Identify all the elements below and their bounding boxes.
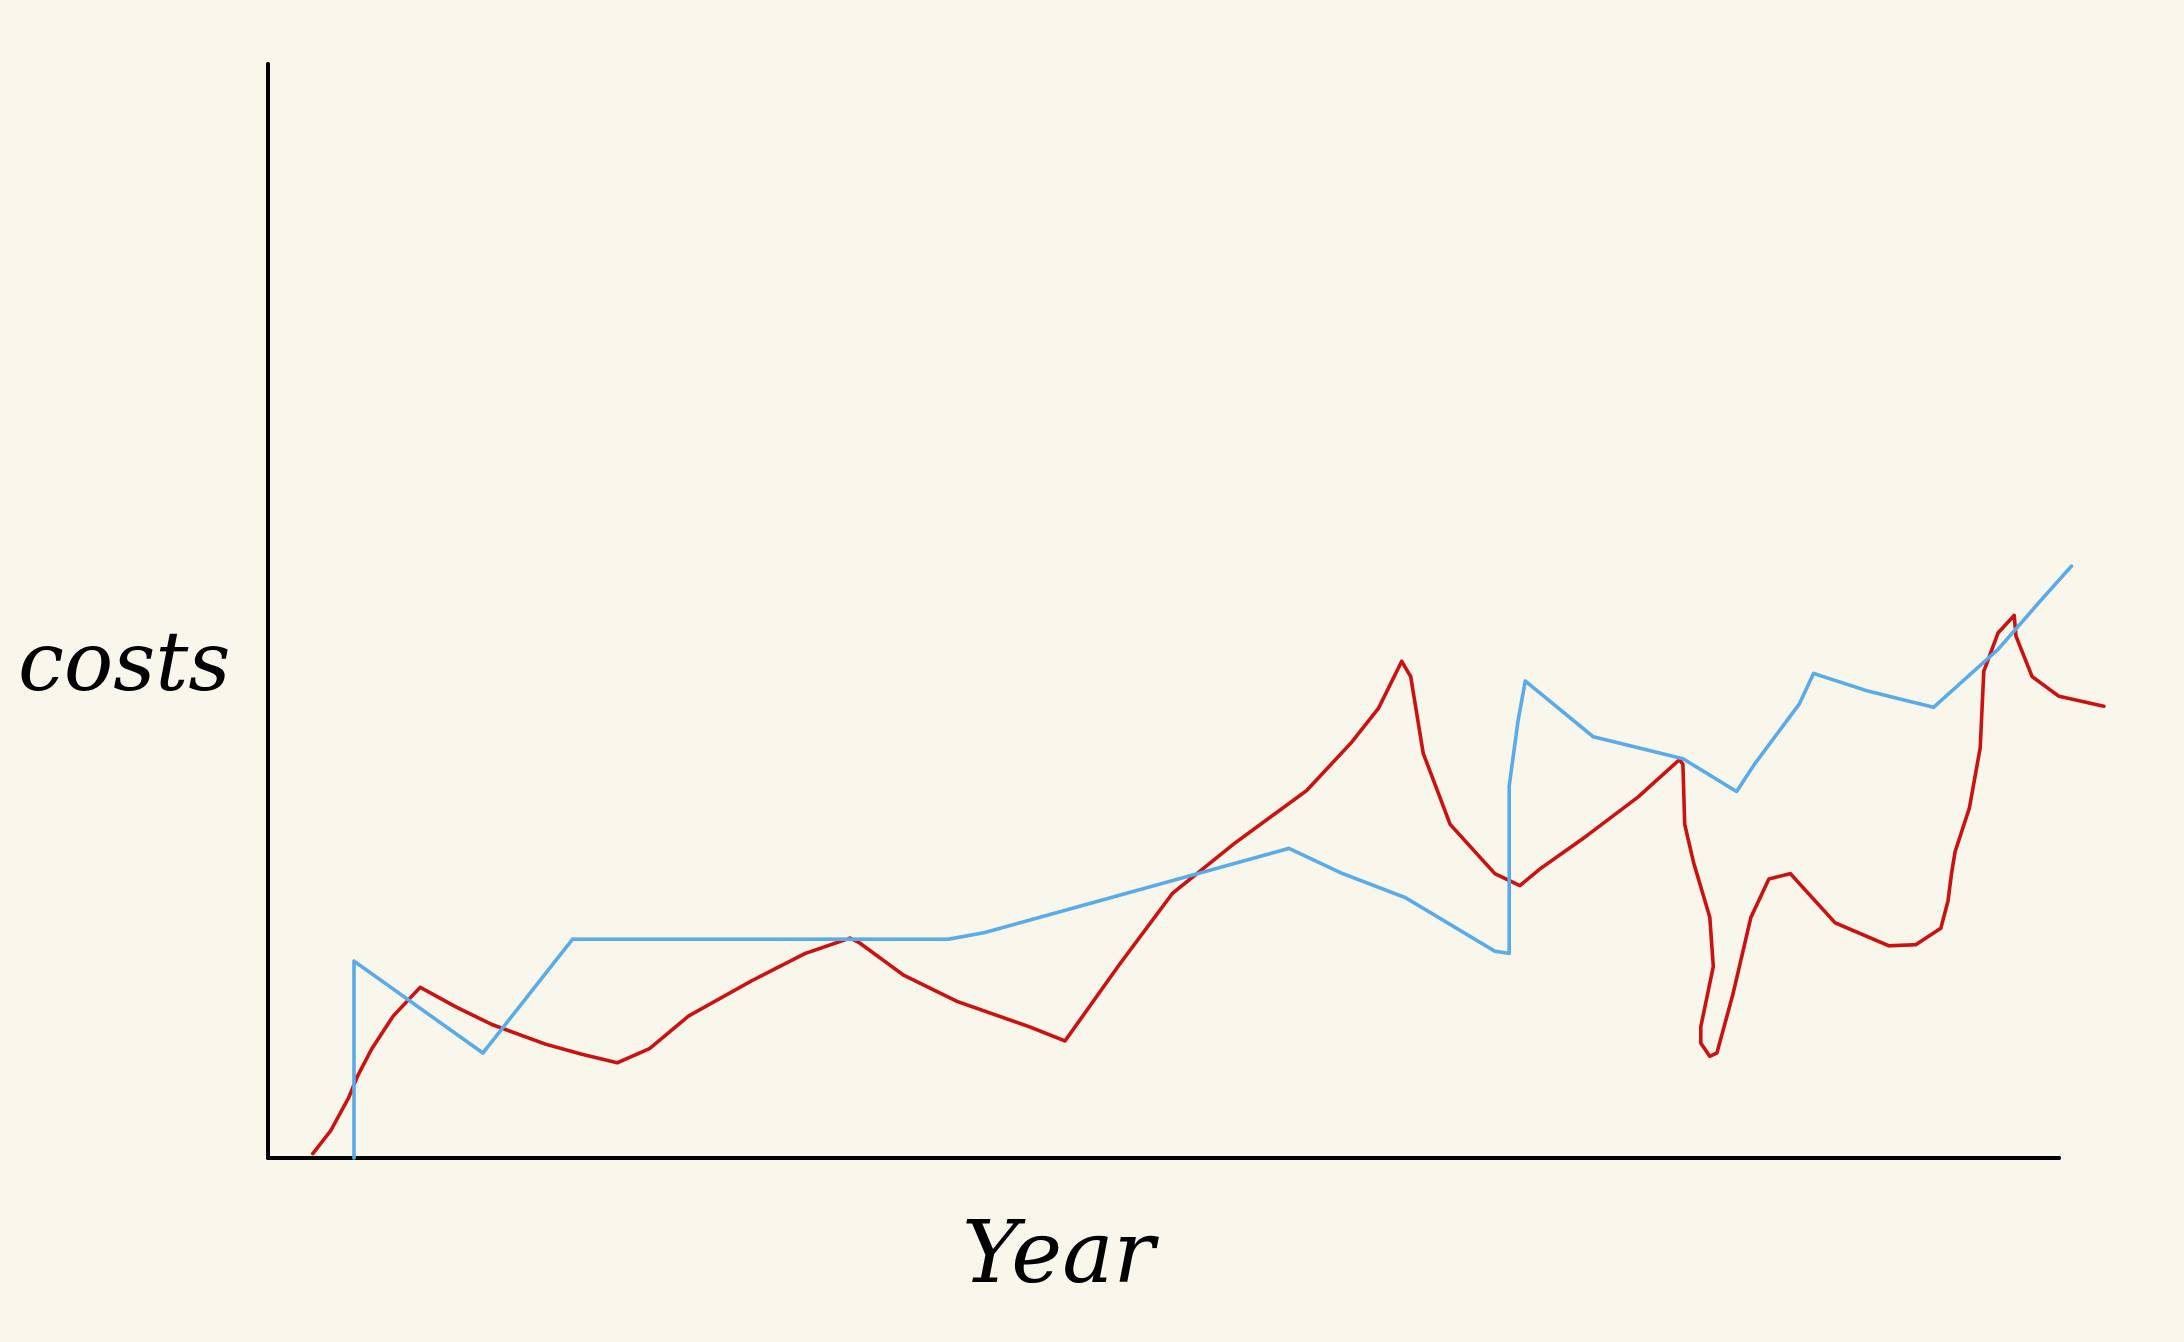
series-line-1 [311,613,2106,1156]
y-axis-label: costs [18,615,230,710]
axes [266,62,2061,1160]
x-axis-label: Year [962,1203,1159,1303]
series-line-2 [352,564,2074,1160]
series-layer [311,564,2106,1160]
